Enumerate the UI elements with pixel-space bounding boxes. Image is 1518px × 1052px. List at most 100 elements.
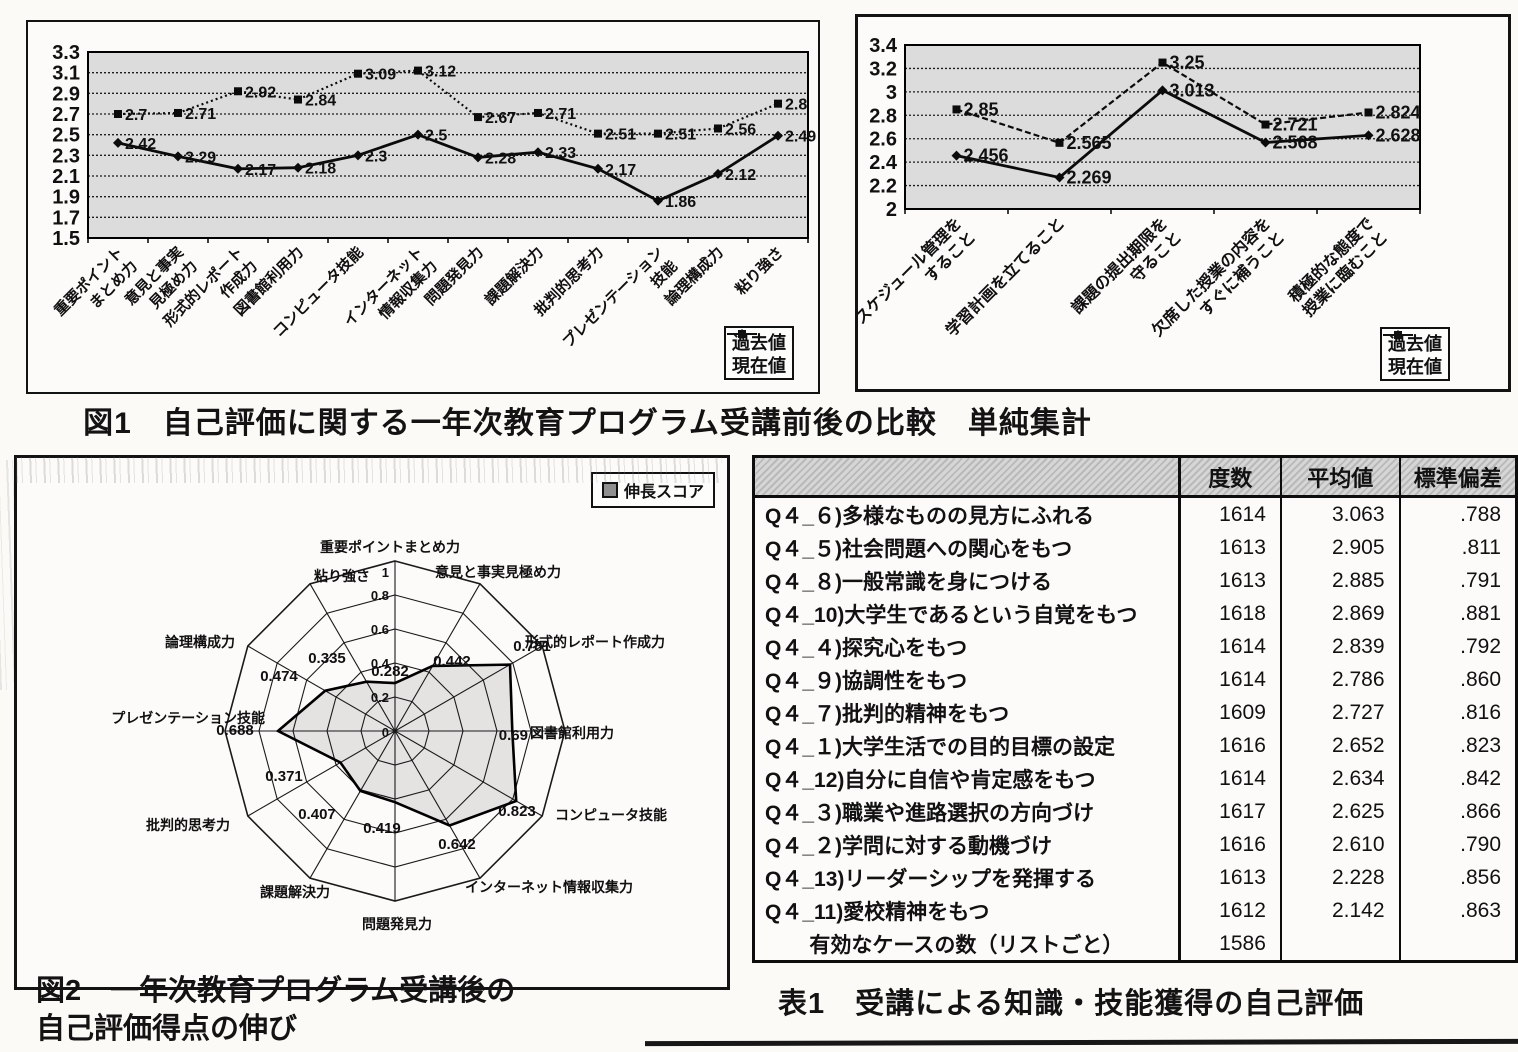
legend-entry-current: 現在値 [727,330,786,376]
data-label: 2.12 [725,167,756,184]
data-marker [654,129,662,138]
table-cell: .816 [1398,696,1517,729]
legend-label-growth-score: 伸長スコア [623,484,704,501]
radar-spoke [394,730,481,879]
table-cell: .863 [1398,894,1517,927]
data-marker [293,162,303,173]
data-marker [474,113,482,122]
table-cell: Q４_12)自分に自信や肯定感をもつ [753,762,1181,795]
radar-axis-label: 論理構成力 [165,634,235,650]
radar-tick-label: 1 [382,565,389,580]
data-marker [593,163,603,174]
radar-value-label: 0.688 [216,722,254,739]
data-marker [1260,137,1271,148]
data-marker [594,129,602,138]
table-cell: 1616 [1219,733,1266,757]
data-marker [233,163,243,174]
table-row: Q４_９)協調性をもつ 1614 2.786.860 [753,663,1517,696]
plot-border [904,44,1421,210]
radar-value-label: 0.335 [308,650,346,667]
figure2-caption: 図2 一年次教育プログラム受講後の 自己評価得点の伸び [36,972,515,1048]
data-marker [234,87,242,96]
radar-spoke [309,583,396,732]
current-series-line-icon [1383,331,1413,339]
table-cell: .823 [1398,729,1517,762]
radar-value-label: 0.474 [260,668,298,685]
data-label: 2.51 [665,127,696,144]
data-label: 2.721 [1273,115,1318,135]
data-marker [1261,120,1270,129]
current-series-line-icon [727,330,757,338]
figure1-right-chart-box: 3.4 3.2 3 2.8 2.6 2.4 2.2 2 スケジュール管理を すること 学習計画を立て… [855,14,1511,392]
radar-axis-label: 問題発見力 [362,916,432,932]
data-label: 2.28 [485,150,516,167]
radar-tick-label: 0.2 [371,690,389,705]
radar-value-label: 0.69 [499,727,528,744]
radar-value-label: 0.371 [265,768,303,785]
table-cell: Q４_11)愛校精神をもつ [753,894,1181,927]
radar-axis-label: コンピュータ技能 [555,807,667,823]
data-label: 3.09 [365,67,396,84]
table-cell: Q４_８)一般常識を身につける [753,564,1181,597]
table-cell: Q４_５)社会問題への関心をもつ [753,531,1181,564]
radar-value-label: 0.642 [438,836,476,853]
data-marker [353,150,363,161]
radar-spoke [247,730,396,817]
data-label: 2.7 [125,107,147,124]
table-cell: 1613 [1219,865,1266,889]
figure2-caption-line1: 図2 一年次教育プログラム受講後の [36,975,516,1007]
table-cell: 1613 [1219,568,1266,592]
table-row: Q４_４)探究心をもつ 1614 2.839.792 [753,630,1517,663]
y-tick-label: 3.3 [52,42,80,64]
data-label: 1.86 [665,194,696,211]
data-marker [714,124,722,133]
radar-data-fill [278,664,517,826]
table-cell: 2.625 [1279,795,1400,828]
data-marker [952,105,961,114]
data-label: 2.8 [785,97,807,114]
table-row: 有効なケースの数（リストごと） 1586 [753,927,1517,962]
x-category-label: 欠席した授業の内容を [1148,213,1275,340]
table1-caption: 表1 受講による知識・技能獲得の自己評価 [778,988,1365,1020]
table-header-cell [753,456,1181,498]
table-row: Q４_12)自分に自信や肯定感をもつ 1614 2.634.842 [753,762,1517,795]
table-cell: .788 [1398,496,1517,531]
y-tick-label: 2.4 [869,152,898,174]
table-cell: 2.839 [1279,630,1400,663]
table1: 度数 平均値 標準偏差 Q４_６)多様なものの見方にふれる 1614 3.063.788… [752,455,1518,963]
data-marker [1157,85,1168,96]
table-row: Q４_２)学問に対する動機づけ 1616 2.610.790 [753,828,1517,861]
data-marker [114,110,122,118]
radar-spoke [247,645,396,732]
radar-axis-label: プレゼンテーション技能 [111,710,265,726]
table-cell: Q４_９)協調性をもつ [753,663,1181,696]
table-row: Q４_１)大学生活での目的目標の設定 1616 2.652.823 [753,729,1517,762]
table-cell: 1609 [1219,700,1266,724]
table-cell: .856 [1398,861,1517,894]
radar-axis-label: 批判的思考力 [146,817,230,833]
legend-label-current: 現在値 [1388,356,1442,377]
data-marker [354,69,362,78]
data-label: 2.3 [365,148,387,165]
radar-tick-label: 0.4 [371,656,390,671]
y-tick-label: 2.5 [52,125,80,147]
table-row: Q４_３)職業や進路選択の方向づけ 1617 2.625.866 [753,795,1517,828]
data-label: 3.12 [425,64,456,81]
data-label: 2.67 [485,110,516,127]
table-cell [1279,927,1400,962]
table-cell: 1614 [1219,502,1266,526]
table-cell: Q４_２)学問に対する動機づけ [753,828,1181,861]
data-marker [534,108,542,117]
radar-tick-label: 0.8 [371,588,389,603]
radar-axis-label: インターネット情報収集力 [465,879,633,895]
table-cell: .881 [1398,597,1517,630]
table-cell: Q４_３)職業や進路選択の方向づけ [753,795,1181,828]
data-marker [774,99,782,108]
data-label: 2.18 [305,161,336,178]
table-cell: Q４_13)リーダーシップを発揮する [753,861,1181,894]
figure1-right-legend: 過去値 現在値 [1380,327,1450,381]
data-label: 2.565 [1067,133,1112,153]
table-cell: Q４_１)大学生活での目的目標の設定 [753,729,1181,762]
table-cell: 1612 [1219,898,1266,922]
data-label: 2.92 [245,84,276,101]
